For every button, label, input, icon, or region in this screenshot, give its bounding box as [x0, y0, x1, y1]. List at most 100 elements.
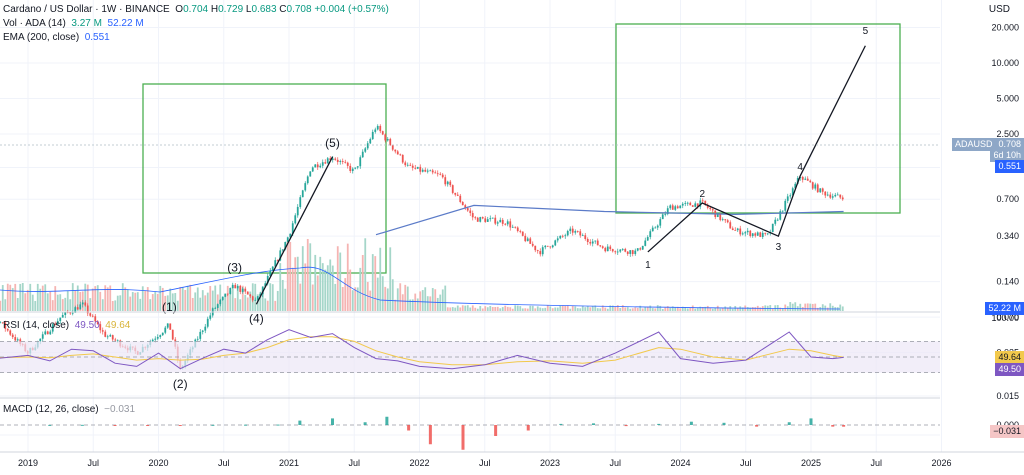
macd-histogram-bar — [385, 416, 389, 425]
volume-bar — [181, 286, 184, 311]
candle-down — [436, 173, 439, 175]
candle-down — [839, 194, 842, 198]
volume-bar — [614, 306, 617, 311]
candle-down — [546, 245, 549, 247]
candle-up — [619, 249, 622, 252]
symbol-legend[interactable]: Cardano / US Dollar · 1W · BINANCE O0.70… — [3, 4, 389, 15]
volume-bar — [381, 276, 384, 311]
candle-up — [804, 178, 807, 180]
price-axis-tick: 0.700 — [996, 194, 1019, 204]
volume-legend[interactable]: Vol · ADA (14) 3.27 M 52.22 M — [3, 18, 144, 29]
candle-down — [579, 231, 582, 236]
candle-up — [71, 312, 74, 314]
macd-histogram-bar — [831, 425, 835, 427]
time-axis-tick: Jul — [348, 458, 360, 468]
macd-histogram-bar — [178, 425, 182, 426]
macd-legend[interactable]: MACD (12, 26, close) −0.031 — [3, 404, 136, 415]
volume-bar — [314, 254, 317, 311]
candle-down — [226, 293, 229, 295]
volume-bar — [436, 297, 439, 311]
candle-down — [441, 174, 444, 178]
candle-down — [384, 134, 387, 141]
volume-bar — [31, 294, 34, 311]
candle-down — [759, 232, 762, 237]
volume-bar — [324, 269, 327, 311]
candle-up — [304, 183, 307, 191]
volume-bar — [506, 306, 509, 311]
volume-bar — [481, 308, 484, 311]
candle-down — [424, 169, 427, 172]
volume-bar — [151, 294, 154, 311]
volume-bar — [4, 299, 7, 311]
candle-up — [794, 183, 797, 189]
volume-bar — [364, 238, 367, 311]
candle-up — [51, 324, 54, 332]
candle-down — [676, 206, 679, 209]
volume-bar — [216, 294, 219, 311]
candle-up — [421, 169, 424, 172]
volume-bar — [681, 306, 684, 311]
volume-bar — [201, 290, 204, 311]
volume-bar — [486, 307, 489, 311]
candle-down — [244, 288, 247, 292]
volume-bar — [204, 295, 207, 311]
rsi-legend[interactable]: RSI (14, close) 49.50 49.64 — [3, 320, 131, 331]
volume-bar — [44, 284, 47, 311]
volume-bar — [666, 306, 669, 311]
candle-down — [6, 328, 9, 331]
ema-legend[interactable]: EMA (200, close) 0.551 — [3, 32, 110, 43]
candle-up — [271, 266, 274, 271]
volume-bar — [69, 299, 72, 311]
time-axis-tick: Jul — [87, 458, 99, 468]
volume-bar — [649, 305, 652, 311]
candle-down — [519, 231, 522, 232]
candle-up — [581, 235, 584, 237]
volume-bar — [171, 293, 174, 311]
candle-up — [674, 206, 677, 210]
candle-up — [776, 219, 779, 221]
candle-up — [574, 231, 577, 233]
candle-up — [446, 181, 449, 185]
volume-bar — [464, 305, 467, 311]
candle-down — [821, 188, 824, 192]
candle-up — [429, 170, 432, 172]
wave-label: 1 — [645, 260, 651, 271]
price-tag-value: 0.708 — [998, 139, 1021, 149]
candle-up — [319, 165, 322, 168]
volume-bar — [726, 307, 729, 311]
volume-bar — [706, 305, 709, 311]
time-axis-tick: Jul — [479, 458, 491, 468]
macd-histogram-bar — [48, 424, 52, 426]
volume-bar — [206, 292, 209, 311]
candle-down — [539, 251, 542, 255]
volume-bar — [684, 307, 687, 311]
volume-bar — [689, 307, 692, 311]
volume-bar — [711, 308, 714, 311]
wave-label: (3) — [227, 260, 242, 274]
macd-histogram-bar — [657, 423, 661, 425]
volume-bar — [409, 299, 412, 311]
volume-value-b: 52.22 M — [107, 18, 144, 29]
volume-bar — [541, 308, 544, 311]
candle-up — [371, 131, 374, 140]
candle-down — [69, 312, 72, 314]
volume-bar — [656, 305, 659, 311]
candle-up — [779, 211, 782, 220]
candle-up — [751, 233, 754, 237]
volume-bar — [611, 305, 614, 311]
candle-up — [39, 338, 42, 342]
candle-down — [46, 331, 49, 335]
candle-down — [806, 178, 809, 181]
time-axis-tick: 2025 — [801, 458, 821, 468]
candle-down — [516, 227, 519, 232]
candle-down — [596, 240, 599, 246]
volume-bar — [189, 284, 192, 311]
volume-bar — [1, 285, 4, 311]
volume-bar — [104, 285, 107, 311]
rsi-line — [0, 329, 844, 370]
candle-up — [679, 205, 682, 209]
volume-bar — [84, 283, 87, 311]
candle-down — [449, 181, 452, 186]
